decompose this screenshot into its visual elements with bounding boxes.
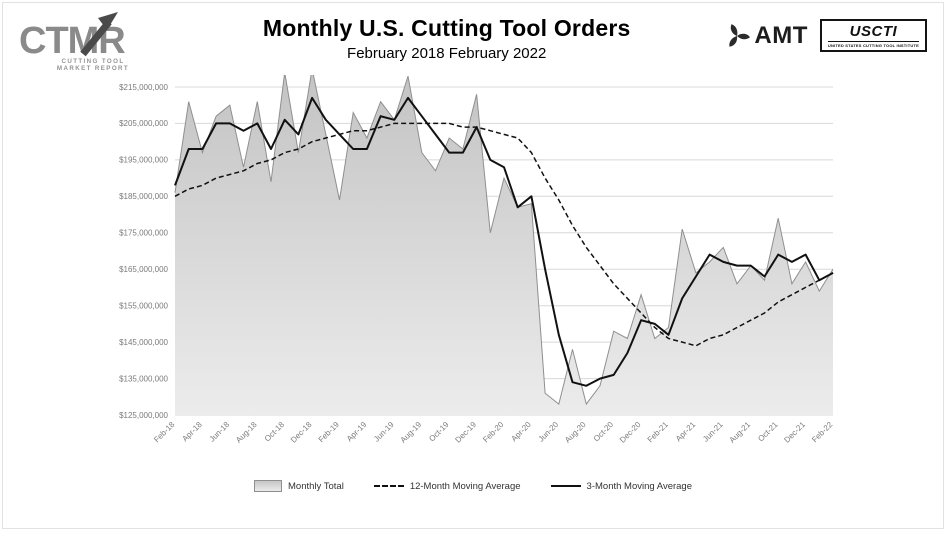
svg-text:Jun-18: Jun-18 — [208, 420, 232, 444]
svg-text:Apr-18: Apr-18 — [180, 420, 204, 444]
orders-chart-svg: $125,000,000 $135,000,000 $145,000,000 $155… — [119, 68, 835, 445]
svg-text:$195,000,000: $195,000,000 — [119, 156, 168, 165]
svg-text:$155,000,000: $155,000,000 — [119, 302, 168, 311]
svg-text:Feb-20: Feb-20 — [481, 420, 506, 445]
right-logos: AMT USCTI UNITED STATES CUTTING TOOL INS… — [724, 9, 927, 52]
solid-line-swatch-icon — [550, 485, 581, 487]
svg-text:Aug-20: Aug-20 — [563, 420, 588, 445]
uscti-wordmark: USCTI — [827, 23, 919, 42]
svg-text:$215,000,000: $215,000,000 — [119, 83, 168, 92]
svg-text:Dec-19: Dec-19 — [453, 420, 478, 445]
svg-text:$165,000,000: $165,000,000 — [119, 265, 168, 274]
svg-text:Dec-18: Dec-18 — [289, 420, 314, 445]
svg-text:$175,000,000: $175,000,000 — [119, 229, 168, 238]
svg-text:$125,000,000: $125,000,000 — [119, 411, 168, 420]
ctmr-arrow-icon — [80, 12, 118, 57]
svg-text:Aug-21: Aug-21 — [728, 420, 753, 445]
svg-text:$135,000,000: $135,000,000 — [119, 374, 168, 383]
svg-text:Oct-21: Oct-21 — [756, 420, 780, 444]
svg-text:Feb-19: Feb-19 — [317, 420, 342, 445]
legend-label-3-month-average: 3-Month Moving Average — [586, 480, 692, 492]
legend: Monthly Total 12-Month Moving Average 3-… — [3, 480, 943, 492]
chart-area: $125,000,000 $135,000,000 $145,000,000 $155… — [103, 68, 943, 480]
svg-text:Feb-21: Feb-21 — [646, 420, 671, 445]
svg-text:$205,000,000: $205,000,000 — [119, 119, 168, 128]
legend-label-12-month-average: 12-Month Moving Average — [409, 480, 521, 492]
ctmr-caption-1: CUTTING TOOL — [61, 58, 124, 65]
header: CTMR CUTTING TOOL MARKET REPORT Monthly … — [3, 3, 943, 73]
svg-text:Jun-19: Jun-19 — [372, 420, 396, 444]
monthly-total-swatch-icon — [254, 480, 282, 492]
svg-text:Aug-18: Aug-18 — [234, 420, 259, 445]
chart-subtitle: February 2018 February 2022 — [347, 45, 547, 62]
svg-text:Oct-20: Oct-20 — [592, 420, 616, 444]
title-block: Monthly U.S. Cutting Tool Orders Februar… — [169, 9, 724, 62]
legend-item-3-month-average: 3-Month Moving Average — [550, 480, 692, 492]
svg-text:Feb-22: Feb-22 — [810, 420, 835, 445]
uscti-caption: UNITED STATES CUTTING TOOL INSTITUTE — [827, 43, 919, 48]
amt-pinwheel-icon — [729, 23, 751, 47]
svg-text:Oct-19: Oct-19 — [427, 420, 451, 444]
svg-text:Oct-18: Oct-18 — [263, 420, 287, 444]
legend-label-monthly-total: Monthly Total — [288, 480, 344, 492]
dashed-line-swatch-icon — [373, 485, 404, 487]
ctmr-logo: CTMR CUTTING TOOL MARKET REPORT — [19, 12, 129, 72]
svg-text:Feb-18: Feb-18 — [152, 420, 177, 445]
svg-text:$145,000,000: $145,000,000 — [119, 338, 168, 347]
svg-text:Jun-21: Jun-21 — [701, 420, 725, 444]
svg-text:Apr-21: Apr-21 — [674, 420, 698, 444]
svg-text:Dec-21: Dec-21 — [782, 420, 807, 445]
legend-item-monthly-total: Monthly Total — [254, 480, 344, 492]
chart-title: Monthly U.S. Cutting Tool Orders — [262, 15, 631, 41]
uscti-logo: USCTI UNITED STATES CUTTING TOOL INSTITU… — [819, 19, 927, 52]
svg-text:Dec-20: Dec-20 — [618, 420, 643, 445]
ctmr-caption-2: MARKET REPORT — [57, 65, 129, 72]
svg-text:Jun-20: Jun-20 — [537, 420, 561, 444]
slide: CTMR CUTTING TOOL MARKET REPORT Monthly … — [2, 2, 944, 529]
svg-text:Aug-19: Aug-19 — [399, 420, 424, 445]
svg-text:Apr-20: Apr-20 — [509, 420, 533, 444]
svg-text:Apr-19: Apr-19 — [345, 420, 369, 444]
amt-wordmark: AMT — [754, 21, 808, 49]
svg-text:$185,000,000: $185,000,000 — [119, 192, 168, 201]
amt-logo: AMT — [724, 22, 807, 50]
legend-item-12-month-average: 12-Month Moving Average — [373, 480, 521, 492]
